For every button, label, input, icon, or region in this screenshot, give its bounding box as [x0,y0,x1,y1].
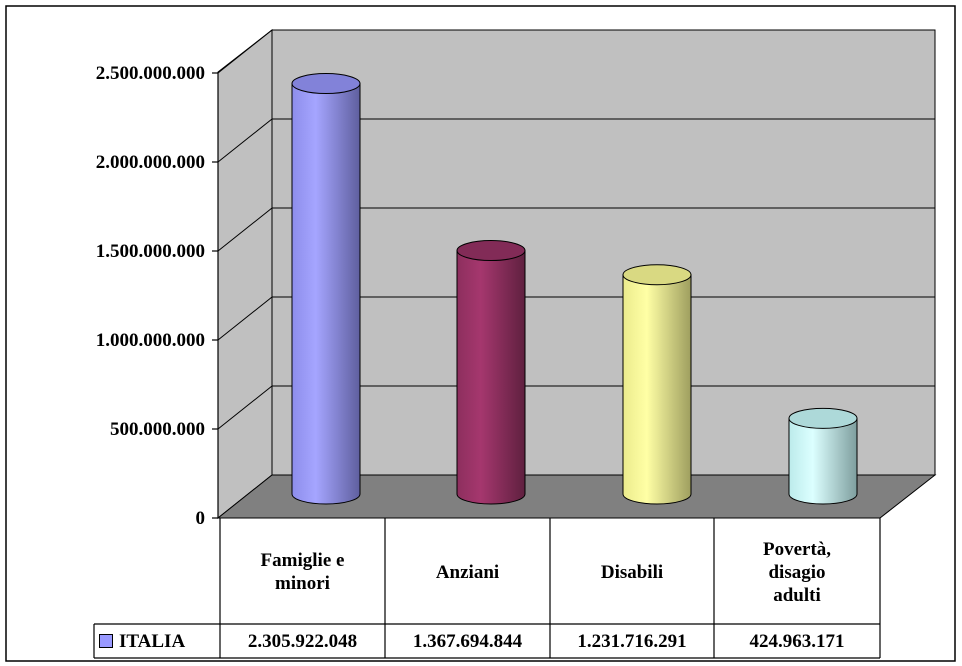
bar-top [622,264,692,286]
gridlines [217,29,935,430]
bar [788,407,858,505]
legend-label: ITALIA [119,630,186,652]
y-tick-label: 500.000.000 [110,419,205,440]
y-axis: 0 500.000.000 1.000.000.000 1.500.000.000 2.… [96,63,219,529]
bar-body [788,417,858,505]
data-table-grid [93,518,881,659]
category-label: Anziani [435,561,500,583]
y-tick-label: 2.000.000.000 [96,152,205,173]
category-label: Famiglie e minori [260,550,345,594]
gridline-side [217,296,273,341]
floor [216,474,937,519]
value-cell: 1.367.694.844 [412,630,523,652]
bar-top [456,240,526,262]
bar-body [622,274,692,505]
y-tick-label: 0 [196,508,206,529]
bar-top [788,407,858,429]
bar-body [456,250,526,505]
y-tick-label: 1.500.000.000 [96,241,205,262]
gridline-side [217,385,273,430]
gridline-side [217,207,273,252]
bar-body [291,83,361,505]
value-cell: 424.963.171 [749,630,845,652]
gridline-side [217,29,273,74]
bar [291,73,361,505]
category-label: Povertà, disagio adulti [762,538,832,606]
gridline-side [217,118,273,163]
value-cell: 2.305.922.048 [247,630,358,652]
category-label: Disabili [600,561,664,583]
legend-entry: ITALIA [94,624,220,658]
bar [622,264,692,505]
y-tick-label: 1.000.000.000 [96,330,205,351]
side-wall [217,28,273,520]
legend-swatch [99,634,113,648]
y-tick-label: 2.500.000.000 [96,63,205,84]
back-wall [271,29,936,476]
value-cell: 1.231.716.291 [577,630,687,652]
bar-top [291,73,361,95]
bar [456,240,526,505]
bars [291,73,858,505]
